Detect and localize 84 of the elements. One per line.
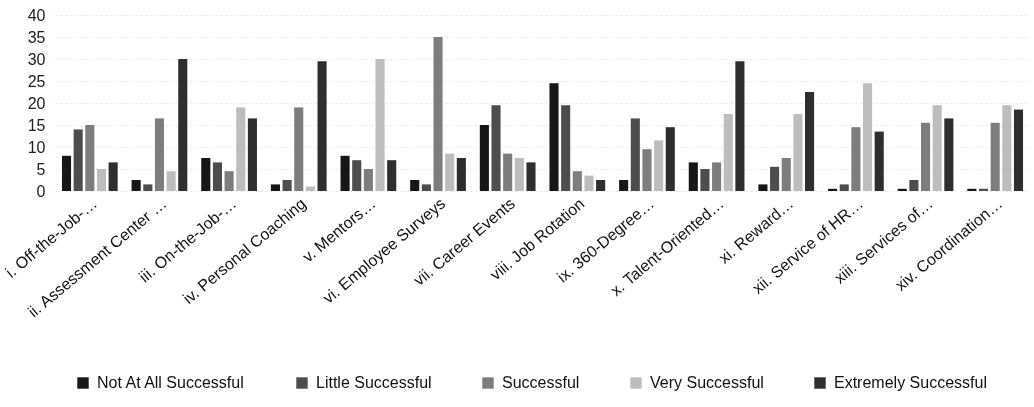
bar — [1002, 105, 1012, 191]
bar — [294, 107, 304, 191]
bar — [375, 59, 385, 191]
bar — [178, 59, 188, 191]
bar — [270, 184, 280, 191]
bar — [770, 166, 780, 191]
bar — [561, 105, 571, 191]
bar — [735, 61, 745, 191]
legend-label: Successful — [502, 374, 580, 391]
bar — [479, 125, 489, 191]
bar — [874, 131, 884, 191]
y-tick-label: 40 — [27, 6, 46, 24]
bar — [224, 171, 234, 191]
bar — [247, 118, 257, 191]
legend-label: Very Successful — [650, 374, 764, 391]
bar — [456, 158, 466, 191]
bar — [503, 153, 513, 191]
y-tick-label: 30 — [27, 50, 46, 68]
bar — [805, 92, 815, 191]
bar — [665, 127, 675, 191]
bar — [920, 122, 931, 191]
bar — [863, 83, 873, 191]
bar — [73, 129, 83, 191]
bar — [723, 114, 733, 191]
bar — [619, 180, 629, 191]
bar — [909, 180, 919, 191]
bar — [654, 140, 664, 191]
bar — [143, 184, 153, 191]
y-tick-label: 25 — [27, 72, 46, 90]
legend-label: Extremely Successful — [834, 374, 987, 391]
bar — [363, 169, 373, 191]
y-tick-label: 5 — [36, 160, 46, 178]
bar — [131, 180, 141, 191]
bar — [387, 160, 397, 191]
bar — [944, 118, 954, 191]
bar — [317, 61, 327, 191]
bar — [851, 127, 861, 191]
bar — [352, 160, 362, 191]
y-tick-label: 0 — [36, 182, 46, 200]
bar — [96, 169, 107, 191]
bar — [1013, 109, 1024, 191]
bar — [166, 171, 176, 191]
bar — [491, 105, 501, 191]
bar — [978, 188, 989, 191]
bar — [584, 175, 594, 191]
bar — [781, 158, 791, 191]
bar — [85, 125, 95, 191]
bar — [758, 184, 768, 191]
bar — [549, 83, 559, 191]
bar — [839, 184, 849, 191]
bar — [526, 162, 536, 191]
y-tick-label: 15 — [27, 116, 46, 134]
bar — [61, 155, 72, 191]
bar — [967, 188, 977, 191]
bar — [340, 155, 350, 191]
bar — [445, 153, 455, 191]
legend-label: Little Successful — [316, 374, 432, 391]
bar — [305, 186, 315, 191]
bar — [154, 118, 165, 191]
bar — [793, 114, 803, 191]
bar — [201, 158, 211, 191]
bar — [596, 180, 606, 191]
bar — [932, 105, 942, 191]
bar — [212, 162, 222, 191]
y-tick-label: 10 — [27, 138, 46, 156]
legend-label: Not At All Successful — [97, 374, 244, 391]
bar — [421, 184, 431, 191]
bar — [236, 107, 246, 191]
y-tick-label: 20 — [27, 94, 46, 112]
bar — [642, 149, 652, 191]
bar — [712, 162, 722, 191]
bar — [990, 122, 1000, 191]
bar — [433, 37, 443, 191]
bar — [572, 171, 582, 191]
bar — [410, 180, 420, 191]
bar — [688, 162, 698, 191]
bar — [897, 188, 907, 191]
bar — [828, 188, 838, 191]
bar — [282, 180, 292, 191]
bar — [700, 169, 710, 191]
bar — [630, 118, 640, 191]
bar — [514, 158, 524, 191]
bar — [108, 162, 118, 191]
y-tick-label: 35 — [27, 28, 46, 46]
